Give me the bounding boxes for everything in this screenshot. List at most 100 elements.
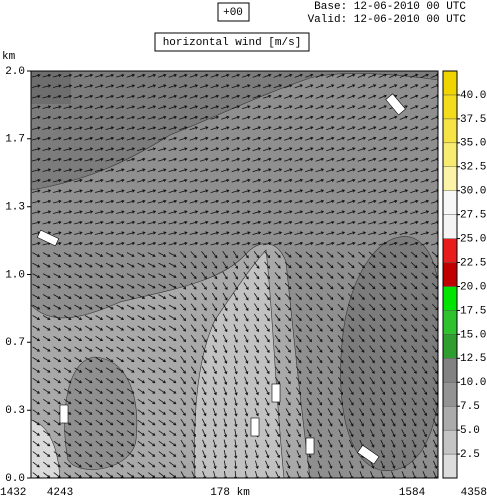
wind-arrow [378, 84, 387, 89]
wind-arrow [116, 220, 125, 225]
wind-arrow [380, 450, 385, 459]
wind-arrow [231, 147, 241, 152]
wind-arrow [189, 136, 199, 141]
wind-arrow [95, 168, 104, 172]
wind-arrow [63, 136, 73, 141]
wind-arrow [32, 73, 41, 78]
wind-arrow [273, 157, 283, 162]
wind-arrow [202, 450, 207, 459]
wind-arrow [126, 157, 136, 162]
wind-arrow [306, 418, 312, 427]
wind-arrow [73, 105, 83, 109]
wind-arrow [368, 251, 376, 258]
wind-arrow [84, 189, 94, 193]
wind-arrow [411, 335, 417, 343]
wind-arrow [338, 408, 343, 417]
wind-arrow [158, 367, 167, 373]
wind-arrow [410, 136, 419, 141]
wind-arrow [380, 460, 385, 469]
wind-arrow [336, 220, 346, 225]
wind-arrow [42, 252, 51, 257]
wind-arrow [94, 136, 104, 141]
wind-arrow [389, 262, 397, 269]
wind-arrow [223, 460, 227, 470]
wind-arrow [147, 252, 156, 257]
wind-arrow [347, 73, 356, 78]
wind-arrow [180, 387, 186, 395]
wind-arrow [399, 126, 408, 131]
wind-arrow [201, 408, 207, 417]
wind-arrow [262, 231, 272, 235]
wind-arrow [263, 168, 272, 173]
wind-arrow [378, 126, 387, 131]
wind-arrow [336, 178, 346, 183]
wind-arrow [32, 419, 40, 426]
wind-arrow [85, 451, 93, 457]
wind-arrow [168, 357, 177, 362]
wind-arrow [137, 262, 146, 268]
wind-arrow [84, 147, 94, 151]
wind-arrow [32, 199, 41, 204]
wind-arrow [315, 220, 325, 225]
wind-arrow [84, 73, 94, 78]
wind-arrow [244, 366, 249, 375]
wind-arrow [274, 324, 281, 332]
wind-arrow [241, 231, 251, 235]
colorbar-cell [442, 429, 458, 455]
colorbar-cell [442, 453, 458, 479]
wind-arrow [147, 231, 157, 235]
wind-arrow [74, 346, 83, 352]
wind-arrow [252, 189, 262, 193]
wind-arrow [136, 178, 146, 183]
wind-arrow [212, 345, 217, 354]
wind-arrow [116, 451, 124, 457]
wind-arrow [307, 460, 312, 469]
wind-arrow [294, 189, 304, 194]
wind-arrow [284, 251, 292, 258]
wind-arrow [95, 388, 103, 394]
wind-arrow [116, 377, 124, 384]
wind-arrow [358, 262, 366, 269]
wind-arrow [326, 115, 335, 120]
wind-arrow [221, 168, 230, 173]
wind-arrow [95, 430, 103, 436]
wind-arrow [369, 345, 375, 353]
wind-arrow [275, 418, 280, 427]
wind-arrow [53, 220, 62, 225]
colorbar-cell [442, 142, 458, 167]
wind-arrow [285, 376, 291, 385]
y-tick-label: 0.7 [5, 337, 25, 349]
wind-arrow [326, 157, 335, 162]
wind-arrow [264, 282, 270, 290]
wind-arrow [105, 115, 115, 120]
wind-arrow [421, 282, 428, 290]
wind-arrow [389, 73, 398, 78]
wind-arrow [53, 178, 62, 183]
wind-arrow [410, 84, 419, 89]
wind-arrow [84, 346, 93, 352]
wind-arrow [399, 189, 409, 194]
station-marker [59, 404, 69, 424]
run-label: +00 [223, 7, 243, 19]
wind-arrow [137, 283, 146, 289]
wind-arrow [84, 357, 93, 362]
wind-arrow [273, 136, 283, 141]
wind-arrow [254, 376, 259, 385]
wind-arrow [401, 408, 406, 417]
wind-arrow [63, 262, 72, 268]
wind-arrow [233, 366, 238, 375]
wind-arrow [328, 460, 333, 469]
colorbar-cell [442, 382, 458, 407]
wind-arrow [201, 261, 207, 269]
wind-arrow [243, 292, 249, 301]
wind-arrow [116, 136, 125, 141]
wind-arrow [274, 272, 281, 280]
wind-arrow [84, 252, 93, 257]
wind-arrow [380, 418, 385, 427]
wind-arrow [359, 387, 364, 396]
wind-arrow [95, 189, 104, 193]
wind-arrow [85, 440, 93, 447]
wind-arrow [273, 168, 283, 173]
wind-arrow [338, 397, 343, 406]
wind-arrow [137, 231, 146, 235]
